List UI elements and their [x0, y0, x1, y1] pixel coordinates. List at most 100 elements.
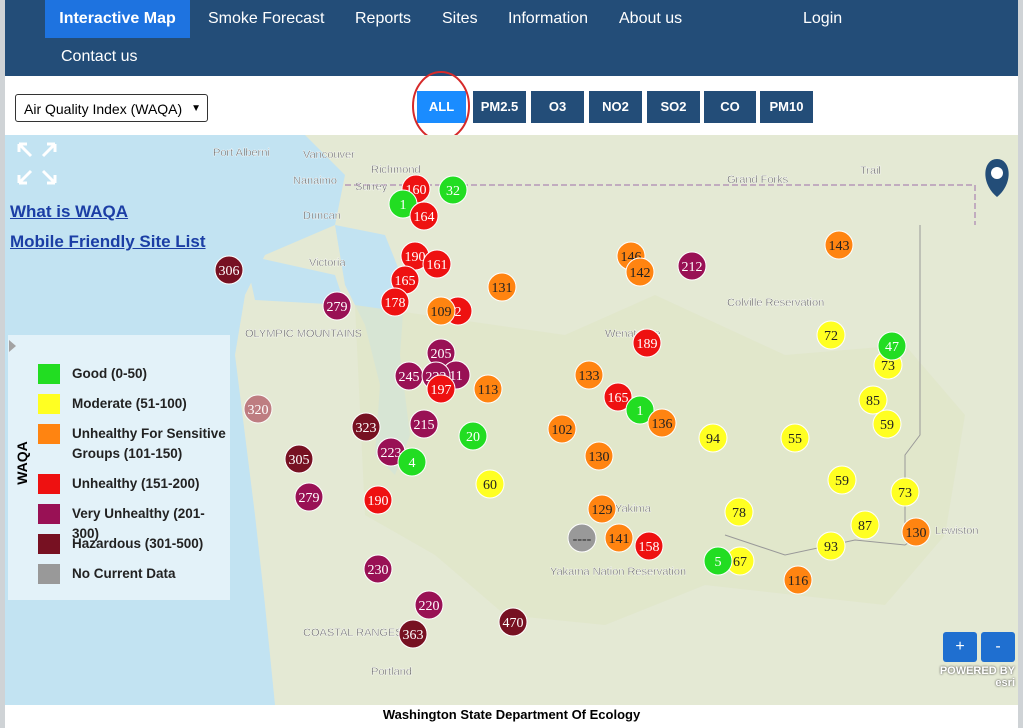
- filter-button[interactable]: O3: [531, 91, 584, 123]
- legend-item: Good (0-50): [38, 364, 228, 384]
- legend-label: Hazardous (301-500): [72, 536, 204, 551]
- expand-icon[interactable]: [17, 142, 57, 185]
- nav-item[interactable]: Information: [508, 10, 589, 27]
- location-pin[interactable]: [985, 159, 1009, 197]
- site-marker: [604, 523, 634, 553]
- site-marker: [901, 517, 931, 547]
- site-value: 116: [788, 574, 808, 589]
- site-marker: [398, 619, 428, 649]
- filter-button[interactable]: ALL: [417, 91, 466, 123]
- nav-item[interactable]: Reports: [355, 10, 412, 27]
- site-value: 113: [478, 383, 498, 398]
- filter-button[interactable]: SO2: [647, 91, 700, 123]
- site-marker: [634, 531, 664, 561]
- zoom-out[interactable]: -: [981, 632, 1015, 662]
- site-value: 133: [579, 369, 600, 384]
- legend-item: Unhealthy (151-200): [38, 474, 228, 494]
- place-label: Portland: [371, 666, 412, 678]
- site-value: 161: [427, 258, 448, 273]
- site-value: 142: [630, 266, 651, 281]
- nav-item[interactable]: Smoke Forecast: [208, 10, 325, 27]
- filter-button[interactable]: PM10: [760, 91, 813, 123]
- link[interactable]: Mobile Friendly Site List: [10, 232, 206, 251]
- site-value: 141: [609, 532, 630, 547]
- site-value: 47: [885, 340, 899, 355]
- site-marker: [625, 257, 655, 287]
- terrain: [355, 295, 965, 625]
- place-label: COASTAL RANGES: [303, 627, 403, 639]
- footer: Washington State Department Of Ecology: [5, 705, 1018, 728]
- legend-swatch: [38, 474, 60, 494]
- select-text: Air Quality Index (WAQA): [24, 101, 183, 117]
- site-value: 212: [682, 260, 703, 275]
- site-value: 189: [637, 337, 658, 352]
- site-marker: [632, 328, 662, 358]
- site-value: 55: [788, 432, 802, 447]
- nav-item[interactable]: Contact us: [61, 48, 138, 65]
- place-label: Victoria: [309, 257, 346, 269]
- site-value: 102: [552, 423, 573, 438]
- toolbar: Air Quality Index (WAQA) ▼ ALL PM2.5 O3 N…: [5, 71, 1018, 141]
- nav-item[interactable]: About us: [619, 10, 683, 27]
- login[interactable]: Login: [803, 10, 843, 27]
- site-marker: [363, 485, 393, 515]
- site-value: 363: [403, 628, 424, 643]
- site-marker: [397, 447, 427, 477]
- site-value: 164: [414, 210, 435, 225]
- site-value: 230: [368, 563, 389, 578]
- site-marker: [409, 201, 439, 231]
- site-value: 165: [608, 391, 629, 406]
- site-marker: [703, 546, 733, 576]
- legend-item: Unhealthy For Sensitive Groups (101-150): [38, 424, 228, 464]
- place-label: Vancouver: [303, 149, 355, 161]
- place-label: Colville Reservation: [727, 297, 824, 309]
- site-value: 215: [414, 418, 435, 433]
- site-marker: [422, 249, 452, 279]
- legend-swatch: [38, 534, 60, 554]
- legend-title: WAQA: [13, 441, 30, 485]
- select-arrow: ▼: [191, 103, 201, 114]
- site-marker: [783, 565, 813, 595]
- site-value: 78: [732, 506, 746, 521]
- nav-item[interactable]: Sites: [442, 10, 478, 27]
- site-value: 130: [906, 526, 927, 541]
- place-label: Yakama Nation Reservation: [550, 566, 686, 578]
- legend-item: Hazardous (301-500): [38, 534, 228, 554]
- site-value: ----: [573, 532, 592, 547]
- site-marker: [816, 531, 846, 561]
- site-value: 279: [327, 300, 348, 315]
- site-marker: [587, 494, 617, 524]
- legend-swatch: [38, 504, 60, 524]
- filter-button[interactable]: CO: [704, 91, 756, 123]
- site-value: 470: [503, 616, 524, 631]
- site-value: 85: [866, 394, 880, 409]
- site-marker: [827, 465, 857, 495]
- site-value: 109: [431, 305, 452, 320]
- site-marker: [872, 409, 902, 439]
- site-value: 73: [881, 359, 895, 374]
- legend-item: Very Unhealthy (201-300): [38, 504, 228, 544]
- site-value: 11: [449, 369, 462, 384]
- nav-item[interactable]: Interactive Map: [45, 0, 190, 38]
- legend-label: Moderate (51-100): [72, 396, 187, 411]
- filter-button[interactable]: NO2: [589, 91, 642, 123]
- place-label: Yakima: [615, 503, 652, 515]
- site-value: 143: [829, 239, 850, 254]
- site-value: 220: [419, 599, 440, 614]
- site-marker: [816, 320, 846, 350]
- site-marker: [473, 374, 503, 404]
- place-label: OLYMPIC MOUNTAINS: [245, 328, 362, 340]
- select[interactable]: Air Quality Index (WAQA) ▼: [15, 94, 208, 122]
- site-marker: [698, 423, 728, 453]
- link[interactable]: What is WAQA: [10, 202, 129, 221]
- legend-swatch: [38, 424, 60, 444]
- legend-swatch: [38, 364, 60, 384]
- zoom-in[interactable]: +: [943, 632, 977, 662]
- site-marker: [414, 590, 444, 620]
- site-value: 59: [880, 418, 894, 433]
- site-value: 136: [652, 417, 673, 432]
- filter-button[interactable]: PM2.5: [473, 91, 526, 123]
- site-marker: [603, 382, 633, 412]
- legend-label: No Current Data: [72, 566, 176, 581]
